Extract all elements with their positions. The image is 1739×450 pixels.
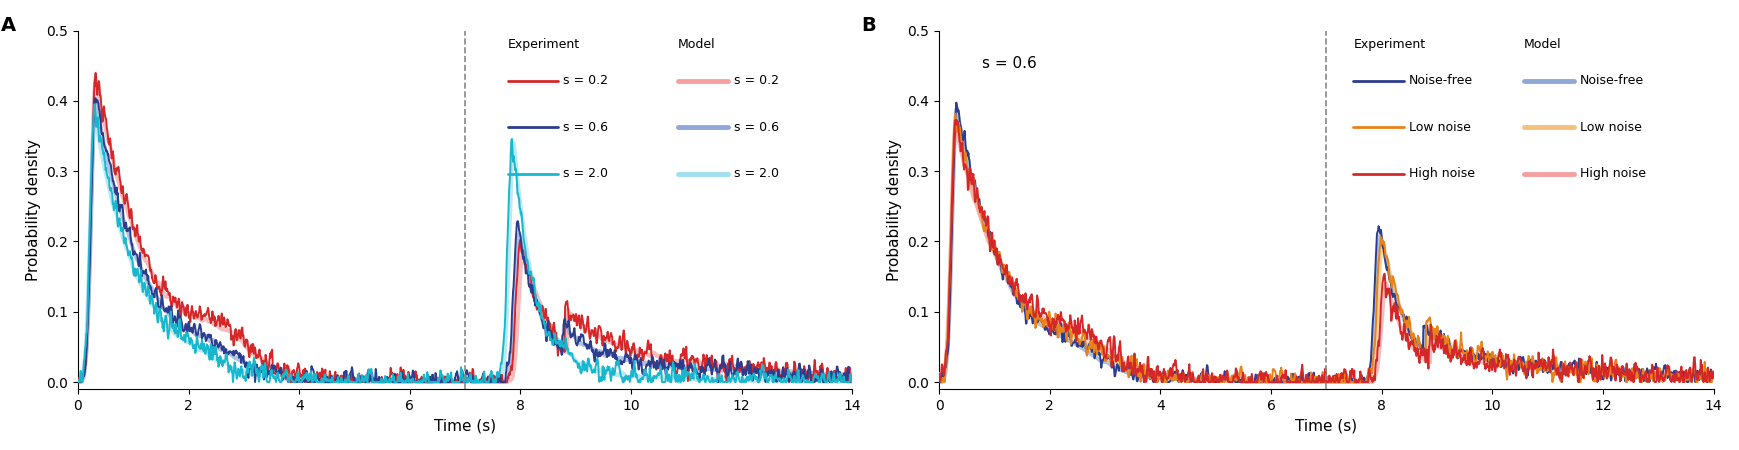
Text: Model: Model [678,38,716,51]
X-axis label: Time (s): Time (s) [435,418,496,433]
Text: Experiment: Experiment [508,38,579,51]
Text: Low noise: Low noise [1409,121,1471,134]
Text: High noise: High noise [1579,167,1645,180]
Text: B: B [861,16,876,35]
Text: Noise-free: Noise-free [1409,74,1473,87]
X-axis label: Time (s): Time (s) [1296,418,1358,433]
Text: s = 0.2: s = 0.2 [563,74,609,87]
Text: s = 0.6: s = 0.6 [734,121,779,134]
Text: s = 2.0: s = 2.0 [734,167,779,180]
Text: s = 0.2: s = 0.2 [734,74,779,87]
Text: Noise-free: Noise-free [1579,74,1643,87]
Text: A: A [0,16,16,35]
Text: Experiment: Experiment [1353,38,1426,51]
Y-axis label: Probability density: Probability density [887,139,903,281]
Text: s = 2.0: s = 2.0 [563,167,609,180]
Text: High noise: High noise [1409,167,1475,180]
Y-axis label: Probability density: Probability density [26,139,40,281]
Text: s = 0.6: s = 0.6 [983,56,1036,71]
Text: Low noise: Low noise [1579,121,1642,134]
Text: s = 0.6: s = 0.6 [563,121,609,134]
Text: Model: Model [1523,38,1562,51]
